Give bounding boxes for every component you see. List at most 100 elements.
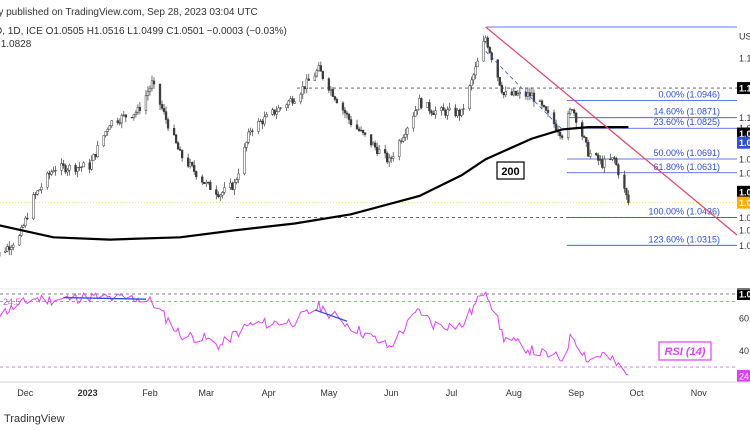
- candle-body: [448, 107, 451, 111]
- rsi-axis-label: 40.: [739, 346, 750, 356]
- candle-body: [319, 65, 322, 72]
- candle-body: [575, 112, 578, 123]
- candle-body: [528, 92, 532, 97]
- time-axis-label: May: [320, 388, 338, 398]
- candle-body: [22, 225, 25, 228]
- price-axis-label: 1.1: [739, 113, 750, 123]
- candle-body: [566, 113, 570, 138]
- candle-body: [476, 60, 479, 68]
- candle-body: [124, 114, 127, 118]
- rsi-axis-label: 24.: [739, 372, 750, 382]
- candle-body: [235, 179, 238, 183]
- candle-body: [488, 46, 491, 53]
- time-axis-label: Dec: [17, 388, 34, 398]
- candle-body: [24, 217, 27, 226]
- candle-body: [560, 135, 564, 138]
- candle-body: [48, 172, 51, 175]
- candle-body: [92, 154, 95, 161]
- candle-body: [359, 129, 363, 132]
- candle-body: [275, 111, 278, 115]
- candle-body: [573, 109, 576, 114]
- time-axis-label: Jun: [384, 388, 399, 398]
- candle-body: [402, 137, 405, 142]
- fib-level-label: 23.60% (1.0825): [653, 117, 720, 127]
- candle-body: [10, 247, 13, 250]
- candle-body: [12, 244, 15, 248]
- candle-body: [341, 102, 345, 111]
- candle-body: [416, 108, 419, 112]
- candle-body: [122, 114, 125, 116]
- ma-label-text: 200: [501, 166, 519, 178]
- candle-body: [176, 142, 180, 150]
- descending-trendline: [485, 26, 738, 236]
- candle-body: [327, 78, 331, 91]
- candle-body: [78, 166, 81, 169]
- candle-body: [237, 173, 240, 180]
- fib-level-label: 100.00% (1.0436): [648, 207, 720, 217]
- candle-body: [585, 137, 588, 143]
- candle-body: [20, 227, 23, 236]
- candle-body: [259, 120, 262, 122]
- candle-body: [160, 104, 164, 109]
- price-axis-label: 1.0: [739, 241, 750, 251]
- candle-body: [74, 164, 77, 172]
- candle-body: [446, 109, 449, 116]
- candle-body: [428, 102, 431, 112]
- candle-body: [6, 246, 9, 252]
- rsi-divergence-line: [63, 296, 146, 300]
- candle-body: [285, 104, 288, 109]
- candle-body: [174, 134, 178, 144]
- candle-body: [498, 77, 501, 86]
- candle-body: [460, 108, 463, 116]
- candle-body: [263, 116, 266, 125]
- time-axis-label: Nov: [691, 388, 708, 398]
- candle-body: [398, 140, 401, 157]
- ma-200-path: [0, 126, 629, 241]
- time-axis-label: Apr: [262, 388, 276, 398]
- candle-body: [321, 71, 325, 79]
- time-axis-label: Oct: [629, 388, 644, 398]
- candle-body: [432, 112, 435, 116]
- candle-body: [102, 135, 105, 146]
- candle-body: [207, 181, 210, 183]
- candle-body: [50, 171, 53, 175]
- candle-body: [110, 120, 113, 127]
- candle-body: [94, 154, 97, 158]
- candle-body: [261, 120, 264, 125]
- candle-body: [512, 90, 515, 96]
- candle-body: [587, 142, 590, 157]
- candle-body: [468, 85, 471, 109]
- candle-body: [615, 158, 618, 166]
- candle-body: [195, 171, 198, 178]
- price-axis-badge: [737, 185, 750, 198]
- candle-body: [180, 150, 184, 159]
- price-axis-label: 1.1: [739, 84, 750, 94]
- candle-body: [293, 101, 296, 104]
- price-axis-label: 1.0: [739, 213, 750, 223]
- candle-body: [400, 140, 403, 142]
- candle-body: [404, 134, 407, 138]
- candle-body: [375, 146, 379, 154]
- candle-body: [132, 114, 136, 118]
- candle-body: [329, 88, 333, 91]
- candle-body: [34, 194, 37, 196]
- candle-body: [82, 162, 85, 168]
- candle-body: [470, 79, 473, 86]
- candle-body: [603, 158, 606, 168]
- candle-body: [434, 110, 437, 116]
- candle-body: [623, 174, 626, 189]
- time-axis-label: Sep: [568, 388, 584, 398]
- price-axis-label: US: [739, 32, 750, 42]
- rsi-title: RSI (14): [665, 346, 706, 358]
- candle-body: [343, 109, 347, 114]
- candle-body: [349, 119, 353, 126]
- ma-line: MA 200 1.0828: [0, 39, 32, 50]
- candle-body: [150, 80, 154, 89]
- publisher-line: robrovsky published on TradingView.com, …: [0, 7, 258, 18]
- candle-body: [64, 165, 67, 173]
- candle-body: [514, 90, 518, 96]
- candle-body: [146, 91, 150, 96]
- candle-body: [118, 122, 121, 124]
- candle-body: [371, 142, 375, 146]
